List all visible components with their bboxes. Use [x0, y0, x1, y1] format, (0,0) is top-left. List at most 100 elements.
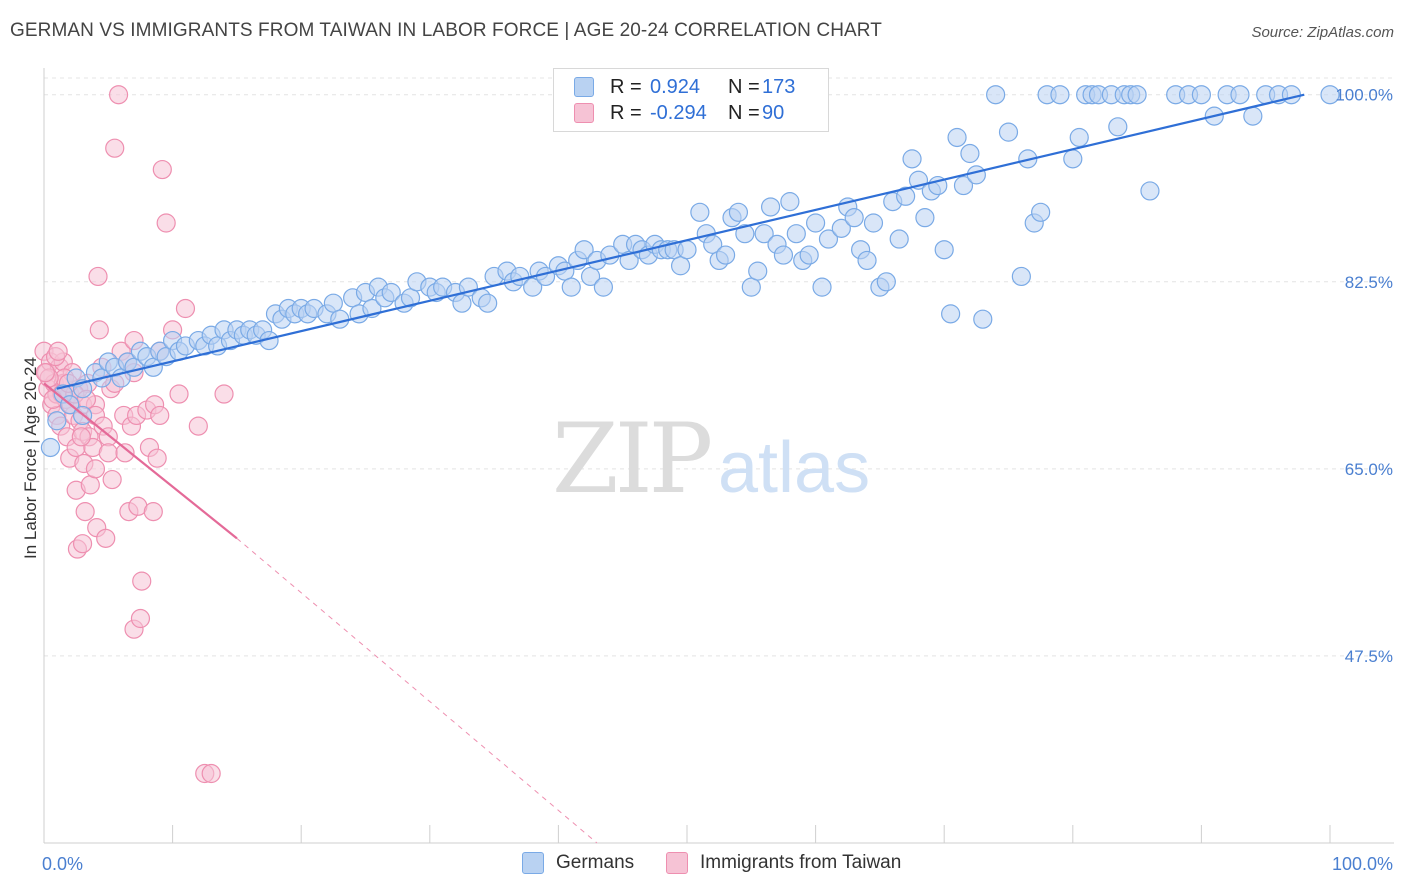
german-point [1140, 181, 1160, 201]
tick-labels: 47.5% 65.0% 82.5% 100.0% 0.0% 100.0% [42, 86, 1393, 874]
german-point [478, 293, 498, 313]
watermark-atlas: atlas [718, 428, 870, 508]
german-point [1108, 117, 1128, 137]
y-tick-label: 82.5% [1345, 273, 1393, 292]
german-point [1069, 127, 1089, 148]
german-point [748, 261, 768, 281]
taiwan-point [98, 443, 118, 463]
taiwan-trend-line [43, 382, 238, 540]
taiwan-trend-extension [236, 537, 598, 844]
german-point [857, 250, 877, 271]
german-point [754, 224, 774, 244]
german-point [998, 122, 1019, 142]
taiwan-point [88, 266, 108, 287]
legend-r-value: -0.294 [650, 101, 707, 124]
legend-label-germans: Germans [556, 852, 635, 873]
german-point [1127, 85, 1147, 105]
legend-n-label: N = [728, 75, 760, 98]
german-point [947, 127, 967, 148]
german-point [863, 213, 884, 233]
watermark: ZIP atlas [552, 403, 870, 515]
german-point [786, 224, 806, 244]
legend-item-germans[interactable]: Germans [522, 852, 634, 874]
german-point [973, 309, 993, 329]
watermark-zip: ZIP [552, 403, 711, 515]
series-taiwan-points [34, 85, 234, 784]
legend-swatch-taiwan [666, 852, 688, 874]
legend-swatch-germans [574, 77, 594, 97]
german-point [561, 277, 581, 297]
y-tick-label: 100.0% [1335, 86, 1393, 105]
taiwan-point [48, 341, 68, 361]
german-point [896, 186, 916, 206]
german-point [966, 165, 986, 185]
german-point [741, 277, 761, 297]
german-point [47, 411, 67, 431]
german-point [452, 293, 472, 313]
taiwan-point [175, 298, 196, 319]
taiwan-point [105, 138, 125, 158]
taiwan-point [80, 475, 100, 495]
german-point [960, 143, 980, 164]
taiwan-point [71, 427, 91, 447]
taiwan-point [214, 384, 234, 404]
taiwan-point [115, 443, 135, 463]
taiwan-point [201, 763, 221, 784]
german-point [1230, 85, 1250, 105]
german-point [677, 240, 697, 260]
legend-n-value: 173 [762, 75, 796, 98]
german-point [902, 149, 922, 169]
taiwan-point [130, 608, 151, 629]
y-tick-label: 47.5% [1345, 647, 1393, 666]
taiwan-point [156, 213, 176, 233]
taiwan-point [96, 528, 116, 548]
german-point [670, 256, 691, 276]
germans-trend-line [56, 93, 1305, 390]
legend-swatch-taiwan [574, 103, 594, 123]
source-label: Source: ZipAtlas.com [1251, 24, 1394, 41]
german-point [330, 309, 350, 329]
german-point [773, 245, 794, 265]
german-point [728, 202, 749, 222]
axes [43, 68, 1394, 844]
gridlines [44, 77, 1394, 657]
german-point [812, 277, 832, 297]
taiwan-point [72, 534, 93, 554]
german-point [915, 208, 935, 228]
german-point [1191, 85, 1212, 105]
german-point [1243, 106, 1263, 126]
legend-row-taiwan: R = -0.294 N = 90 [574, 101, 784, 125]
taiwan-point [169, 384, 189, 404]
german-point [40, 437, 61, 458]
x-tick-label: 0.0% [42, 854, 83, 874]
taiwan-point [108, 85, 129, 105]
legend-label-taiwan: Immigrants from Taiwan [700, 852, 902, 873]
legend-r-label: R = [610, 75, 642, 98]
german-point [934, 240, 954, 260]
german-point [1281, 85, 1302, 105]
legend-item-taiwan[interactable]: Immigrants from Taiwan [666, 852, 901, 874]
german-point [1320, 85, 1340, 105]
legend-n-value: 90 [762, 101, 785, 124]
german-point [1011, 266, 1031, 287]
taiwan-point [150, 405, 170, 426]
taiwan-point [75, 502, 95, 522]
legend-r-label: R = [610, 101, 642, 124]
german-point [593, 277, 614, 297]
german-point [805, 213, 826, 233]
taiwan-point [147, 448, 167, 468]
german-point [831, 218, 851, 238]
german-point [889, 229, 909, 249]
x-tick-label: 100.0% [1332, 854, 1393, 874]
legend-r-value: 0.924 [650, 75, 701, 98]
taiwan-point [35, 363, 55, 383]
trend-lines [43, 93, 1305, 844]
german-point [574, 240, 594, 260]
german-point [941, 304, 961, 324]
series-germans-points [40, 85, 1340, 458]
german-point [715, 245, 736, 265]
german-point [1031, 202, 1051, 222]
german-point [760, 197, 781, 217]
legend-swatch-germans [522, 852, 544, 874]
